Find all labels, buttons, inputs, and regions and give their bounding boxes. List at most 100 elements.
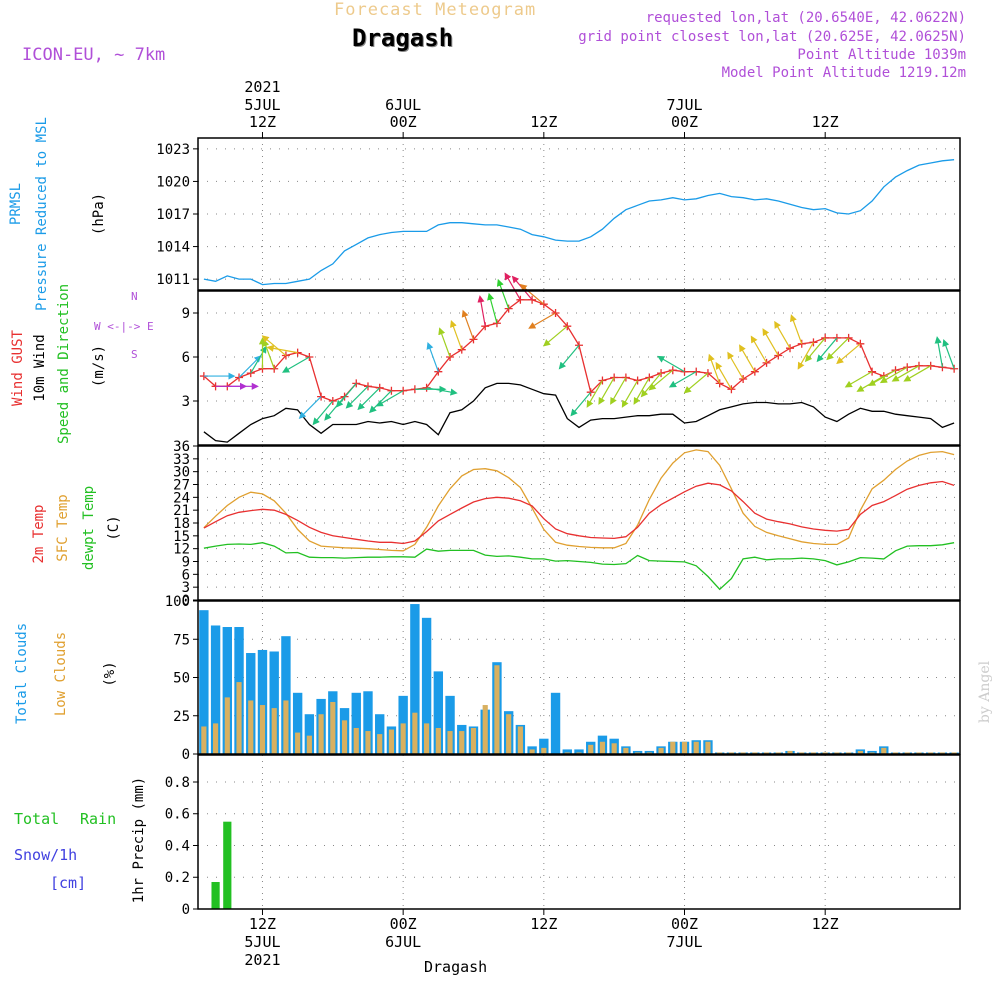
- rain-bar: [223, 821, 232, 909]
- low-cloud-bar: [717, 752, 723, 754]
- bottom-hour-label: 12Z: [249, 915, 276, 933]
- wind-arrow: [790, 314, 803, 345]
- low-cloud-bar: [564, 752, 570, 754]
- low-cloud-bar: [283, 700, 289, 754]
- dewpt-line: [203, 542, 955, 591]
- requested-coords: requested lon,lat (20.6540E, 42.0622N): [645, 10, 966, 26]
- low-cloud-bar: [611, 743, 617, 754]
- low-cloud-bar: [658, 747, 664, 754]
- gust-marker: [504, 304, 513, 313]
- gust-line: [203, 299, 955, 402]
- total-cloud-bar: [363, 691, 373, 754]
- low-cloud-bar: [740, 752, 746, 754]
- low-cloud-bar: [353, 727, 359, 754]
- y-tick-label: 1023: [156, 142, 190, 158]
- y-tick-label: 30: [173, 465, 190, 481]
- y-tick-label: 100: [165, 594, 190, 610]
- y-tick-label: 0.4: [165, 838, 190, 854]
- wind-arrow: [345, 385, 369, 409]
- low-cloud-bar: [517, 726, 523, 754]
- wind-arrow: [683, 372, 709, 394]
- low-cloud-bar: [459, 731, 465, 754]
- t2m-line: [203, 480, 955, 545]
- top-year-label: 2021: [244, 78, 280, 96]
- total-cloud-bar: [292, 692, 303, 754]
- gust-marker: [703, 369, 712, 378]
- low-cloud-bar: [951, 752, 957, 754]
- wind-arrow: [298, 396, 322, 419]
- total-cloud-bar: [574, 749, 584, 754]
- gust-marker: [621, 373, 630, 382]
- total-cloud-bar: [351, 692, 361, 754]
- gust-marker: [645, 373, 654, 382]
- low-cloud-bar: [388, 729, 395, 754]
- gust-marker: [563, 322, 572, 331]
- bottom-hour-label: 00Z: [671, 915, 698, 933]
- gust-marker: [363, 382, 372, 391]
- total-cloud-bar: [410, 604, 420, 754]
- wind-arrow: [739, 344, 756, 372]
- y-tick-label: 36: [173, 439, 190, 455]
- wind-arrow: [891, 365, 920, 382]
- y-tick-label: 18: [173, 516, 190, 532]
- compass-north: N: [131, 290, 138, 303]
- wind-arrow: [879, 366, 908, 384]
- precip-cm-label: [cm]: [50, 874, 87, 892]
- low-cloud-bar: [869, 752, 875, 754]
- low-cloud-bar: [236, 682, 242, 754]
- compass-east-west: W <-|-> E: [94, 320, 154, 333]
- y-tick-label: 9: [182, 555, 190, 571]
- model-label: ICON-EU, ~ 7km: [22, 45, 166, 65]
- y-tick-label: 25: [173, 709, 190, 725]
- low-cloud-bar: [588, 744, 594, 754]
- gust-marker: [375, 383, 384, 392]
- total-cloud-bar: [433, 671, 444, 754]
- y-tick-label: 24: [173, 490, 190, 506]
- low-cloud-bar: [810, 752, 817, 754]
- low-cloud-bar: [763, 752, 770, 754]
- low-cloud-bar: [904, 752, 910, 754]
- low-cloud-bar: [635, 752, 641, 754]
- gust-marker: [539, 300, 548, 309]
- wind-arrow: [528, 312, 556, 329]
- gust-marker: [727, 385, 736, 394]
- y-tick-label: 6: [182, 350, 190, 366]
- wind-arrow: [335, 383, 357, 408]
- wind-arrow: [804, 337, 826, 363]
- wind-arrow: [312, 400, 334, 426]
- wind-arrow: [375, 390, 404, 407]
- panel-frame: [197, 445, 961, 601]
- wind-arrow: [496, 278, 510, 309]
- y-tick-label: 12: [173, 542, 190, 558]
- y-tick-label: 6: [182, 567, 190, 583]
- wind-arrow: [238, 355, 262, 378]
- total-cloud-bar: [550, 692, 561, 754]
- wind-arrow: [844, 371, 873, 388]
- total-cloud-bar: [445, 695, 455, 754]
- gust-marker: [610, 373, 619, 382]
- bottom-hour-label: 12Z: [530, 915, 557, 933]
- rain-bar: [211, 882, 220, 909]
- wind-arrow: [504, 272, 521, 301]
- y-tick-label: 1011: [156, 272, 190, 288]
- top-hour-label: 00Z: [390, 113, 417, 131]
- total-cloud-bar: [257, 649, 268, 754]
- grid-point-coords: grid point closest lon,lat (20.625E, 42.…: [578, 29, 966, 45]
- y-tick-label: 0: [182, 747, 190, 763]
- wind-arrow: [621, 380, 639, 408]
- low-cloud-bar: [857, 750, 863, 754]
- gust-marker: [692, 367, 701, 376]
- gust-marker: [832, 333, 841, 342]
- total-cloud-bar: [304, 714, 315, 754]
- bottom-date-label: 5JUL: [244, 933, 280, 951]
- wind-arrow: [477, 295, 486, 327]
- low-cloud-bar: [646, 752, 652, 754]
- gust-marker: [551, 309, 560, 317]
- top-date-label: 5JUL: [244, 96, 280, 114]
- y-tick-label: 3: [182, 580, 190, 596]
- wind-arrow: [856, 375, 885, 392]
- low-cloud-bar: [435, 727, 441, 754]
- model-altitude: Model Point Altitude 1219.12m: [721, 65, 966, 81]
- wind-arrow: [487, 292, 498, 324]
